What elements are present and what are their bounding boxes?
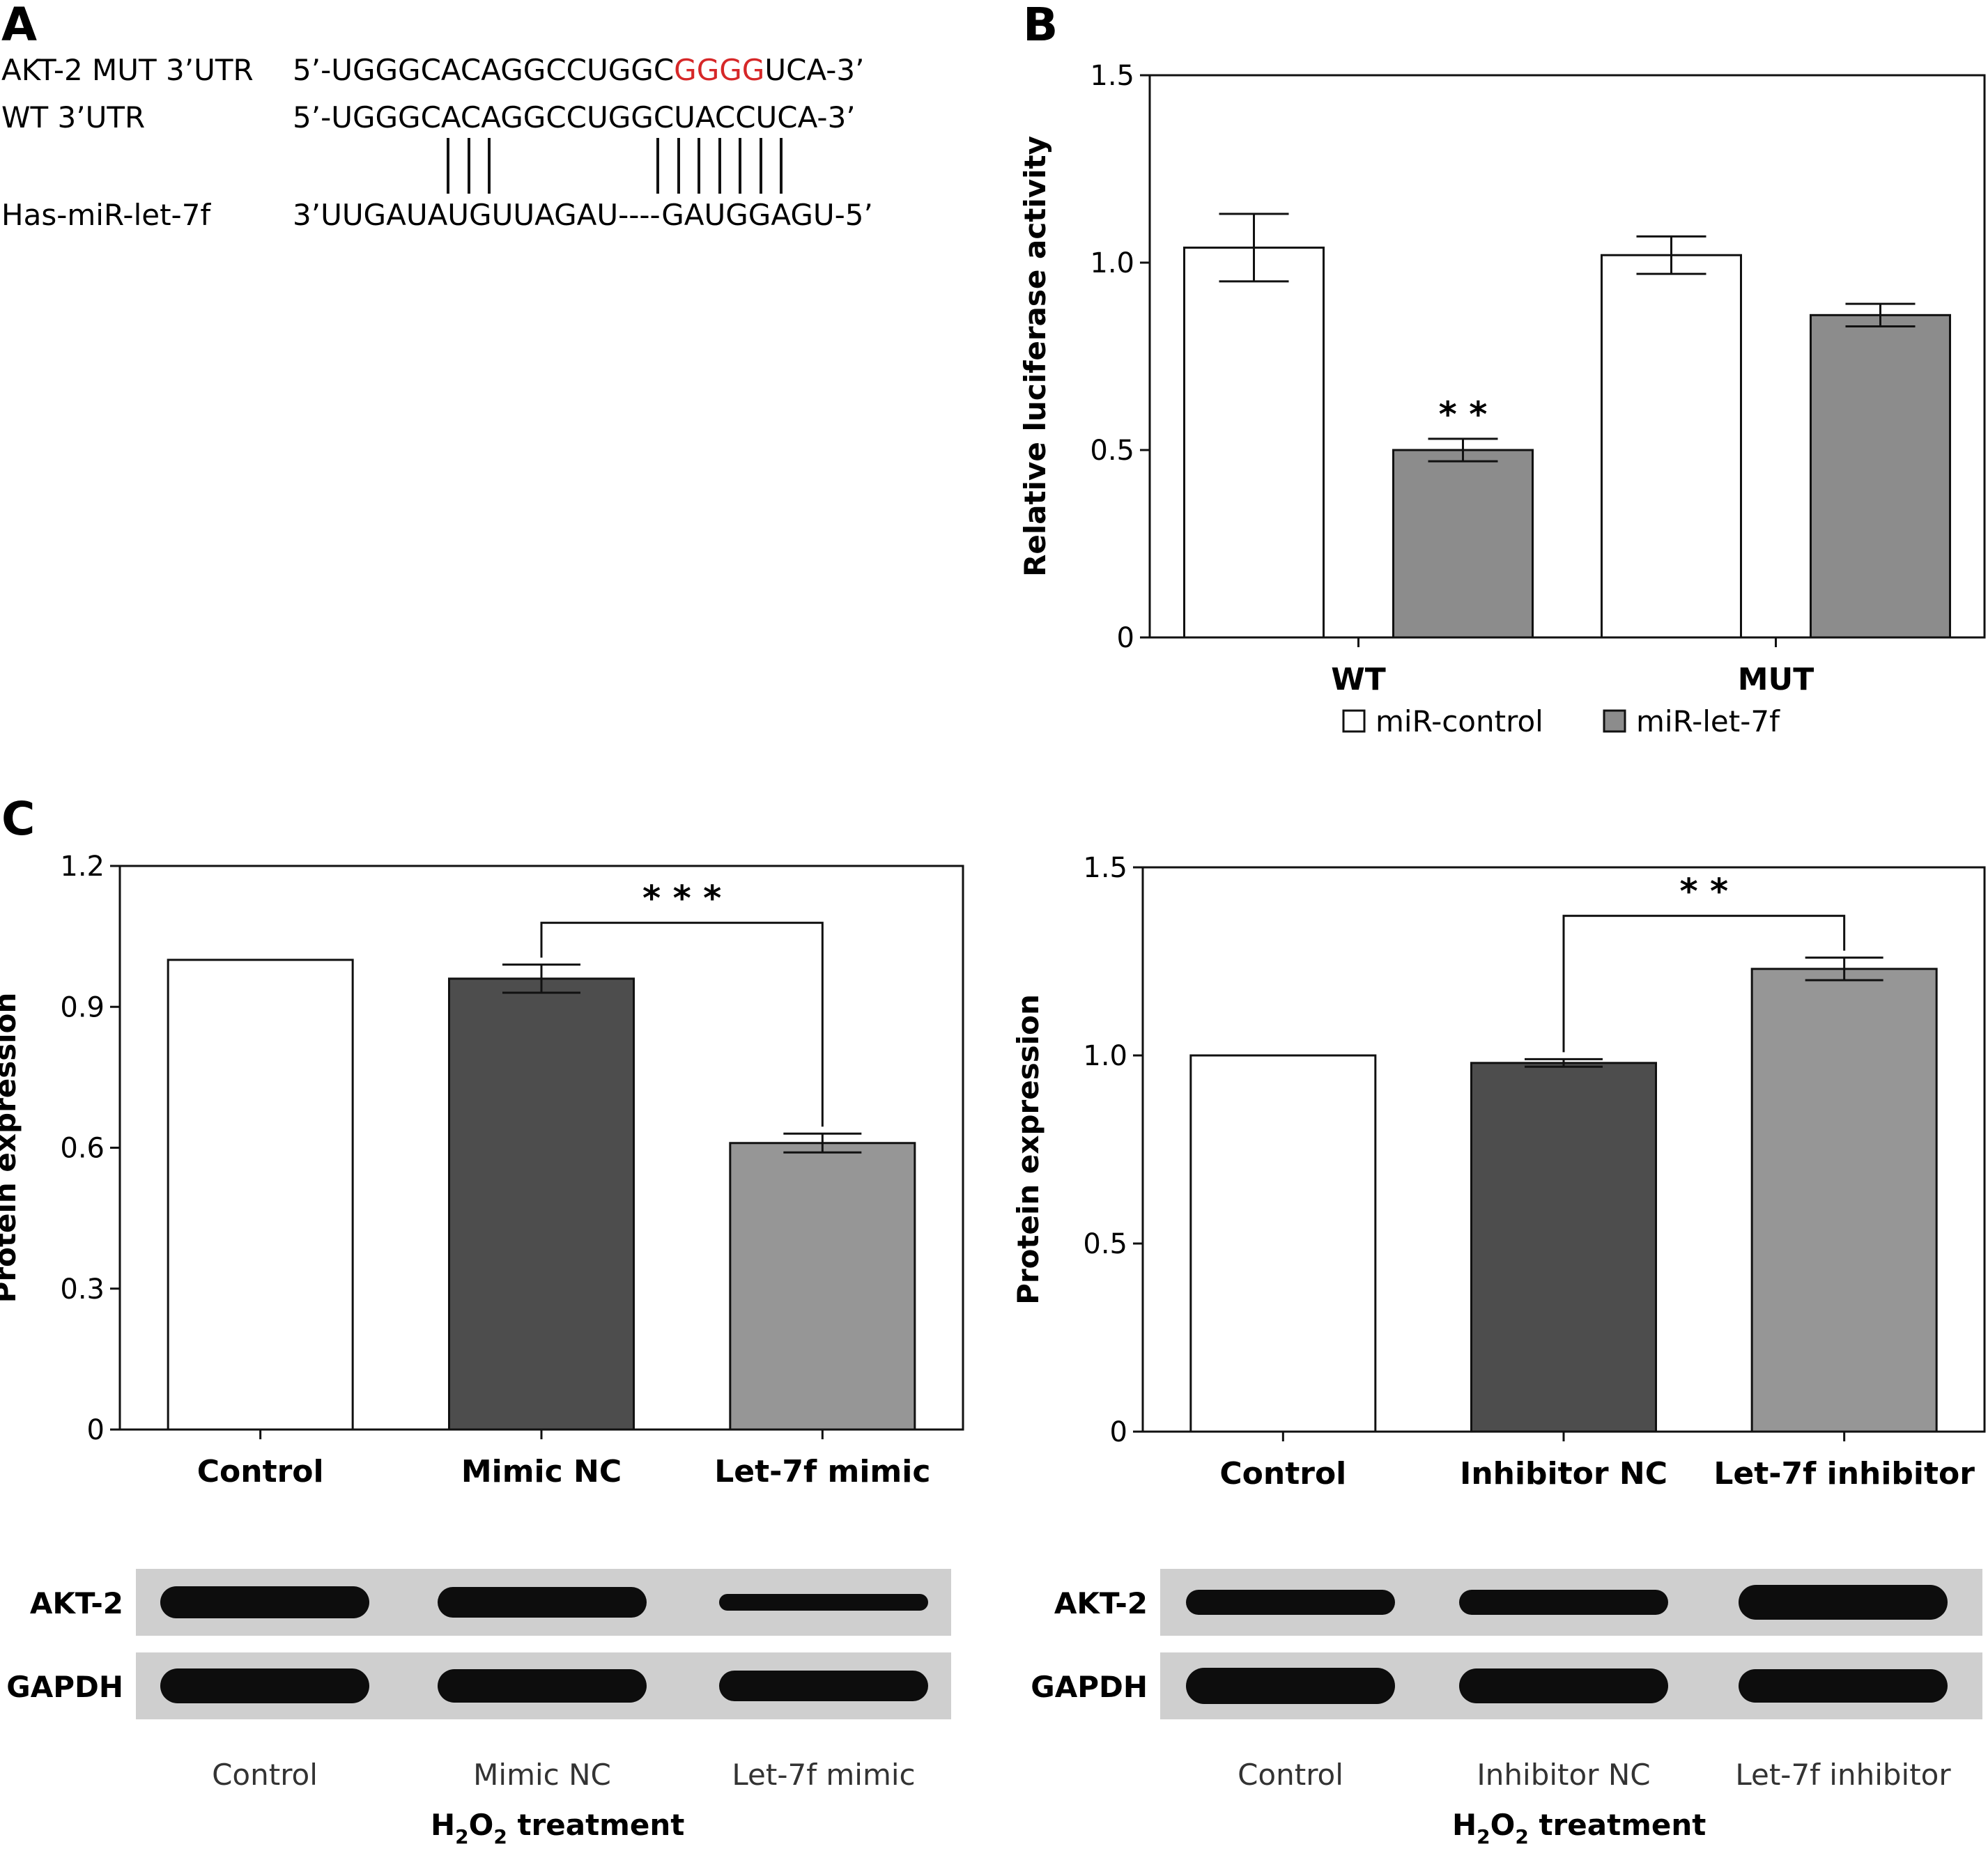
seq-mut: 5’-UGGGCACAGGCCUGGCGGGGUCA-3’ bbox=[293, 53, 864, 87]
chart-b-legend-label-0: miR-control bbox=[1376, 704, 1543, 738]
blot-right-band bbox=[1186, 1668, 1395, 1704]
chart-b-significance-stars: * * bbox=[1439, 394, 1488, 435]
blot-left-treatment-part: O bbox=[469, 1808, 494, 1842]
chart-c-left-bar-0 bbox=[167, 959, 354, 1431]
chart-b-bar-wt-0 bbox=[1183, 246, 1325, 639]
seq-wt: 5’-UGGGCACAGGCCUGGCUACCUCA-3’ bbox=[293, 100, 856, 134]
blot-left-treatment-part: 2 bbox=[455, 1825, 468, 1848]
chart-c-right-bar-2 bbox=[1750, 968, 1938, 1433]
blot-right-treatment-part: H bbox=[1452, 1808, 1477, 1842]
blot-right-treatment-part: O bbox=[1490, 1808, 1516, 1842]
chart-c-right-significance-bracket bbox=[1562, 915, 1846, 1053]
chart-b-legend-label-1: miR-let-7f bbox=[1636, 704, 1780, 738]
chart-b-luciferase: 0 0.5 1.0 1.5 Relative luciferase activity WT… bbox=[1018, 60, 1986, 738]
blot-right-lane-label: Control bbox=[1238, 1758, 1343, 1792]
chart-c-right-y-tick-label: 1.5 bbox=[1083, 852, 1127, 884]
chart-b-y-tick-label: 1.0 bbox=[1090, 247, 1134, 279]
chart-c-left-y-tick-label: 1.2 bbox=[60, 851, 105, 883]
seq-mirna: 3’UUGAUAUGUUAGAU----GAUGGAGU-5’ bbox=[293, 198, 873, 232]
base-pairing-lines bbox=[447, 138, 783, 194]
blot-left-band bbox=[438, 1587, 647, 1618]
blot-right-row-label: GAPDH bbox=[1031, 1670, 1148, 1704]
chart-c-left-bar-2 bbox=[729, 1142, 916, 1431]
seq-mut-mutation: GGGG bbox=[674, 53, 764, 87]
blot-right-band bbox=[1739, 1585, 1948, 1620]
chart-c-right-significance-stars: * * bbox=[1679, 872, 1728, 912]
blot-right-band bbox=[1459, 1590, 1668, 1615]
seq-mut-suffix: UCA-3’ bbox=[764, 53, 864, 87]
chart-c-right-x-tick-label: Let-7f inhibitor bbox=[1713, 1456, 1975, 1492]
seq-mut-prefix: 5’-UGGGCACAGGCCUGGC bbox=[293, 53, 674, 87]
panel-letter-b: B bbox=[1023, 0, 1058, 52]
chart-c-right-inhibitor: 0 0.5 1.0 1.5 Protein expression Control Inhib… bbox=[1011, 852, 1986, 1492]
chart-c-left-significance-stars: * * * bbox=[642, 878, 721, 919]
chart-b-y-tick-label: 0.5 bbox=[1090, 435, 1134, 467]
blot-left-row-label: GAPDH bbox=[6, 1670, 123, 1704]
panel-a-sequences: AKT-2 MUT 3’UTR 5’-UGGGCACAGGCCUGGCGGGGU… bbox=[1, 53, 873, 232]
blot-right-lane-label: Inhibitor NC bbox=[1477, 1758, 1650, 1792]
blot-right-band bbox=[1459, 1668, 1668, 1703]
chart-b-bar-mut-0 bbox=[1601, 254, 1742, 639]
blot-right-row-label: AKT-2 bbox=[1054, 1586, 1148, 1620]
chart-b-plot-frame bbox=[1148, 74, 1986, 639]
blot-left-lane-label: Control bbox=[212, 1758, 318, 1792]
blot-left-treatment-part: 2 bbox=[493, 1825, 507, 1848]
blot-left-band bbox=[719, 1671, 928, 1701]
chart-b-legend-swatch-1 bbox=[1603, 709, 1626, 733]
blot-left-row-label: AKT-2 bbox=[30, 1586, 123, 1620]
chart-c-left-y-tick-label: 0 bbox=[87, 1414, 105, 1446]
chart-c-left-x-tick-label: Mimic NC bbox=[461, 1454, 622, 1489]
panel-letter-a: A bbox=[1, 0, 37, 52]
chart-c-left-bar-1 bbox=[448, 977, 635, 1431]
blot-right-lane-label: Let-7f inhibitor bbox=[1735, 1758, 1951, 1792]
chart-b-legend-swatch-0 bbox=[1342, 709, 1366, 733]
chart-c-left-y-tick-label: 0.6 bbox=[60, 1133, 105, 1165]
chart-c-left-y-tick-label: 0.3 bbox=[60, 1273, 105, 1306]
chart-c-right-bar-0 bbox=[1189, 1054, 1377, 1433]
blot-left-lane-label: Let-7f mimic bbox=[732, 1758, 915, 1792]
seq-label-wt: WT 3’UTR bbox=[1, 100, 145, 134]
chart-c-left-mimic: 0 0.3 0.6 0.9 1.2 Protein expression Control Mi… bbox=[0, 851, 964, 1489]
chart-c-left-x-tick-label: Control bbox=[197, 1454, 324, 1489]
chart-c-left-significance-bracket bbox=[540, 922, 824, 1127]
blot-left-treatment-part: H bbox=[431, 1808, 455, 1842]
blot-right-treatment-part: 2 bbox=[1477, 1825, 1490, 1848]
blot-left-band bbox=[160, 1668, 369, 1703]
blot-left-lane-label: Mimic NC bbox=[473, 1758, 611, 1792]
blot-left-band bbox=[719, 1594, 928, 1611]
chart-b-bar-mut-1 bbox=[1810, 313, 1951, 639]
chart-c-right-x-tick-label: Control bbox=[1219, 1456, 1346, 1492]
chart-c-right-bar-1 bbox=[1470, 1062, 1657, 1433]
chart-c-right-y-tick-label: 0 bbox=[1110, 1416, 1127, 1448]
chart-b-y-tick-label: 1.5 bbox=[1090, 60, 1134, 92]
blot-right-treatment-part: 2 bbox=[1515, 1825, 1528, 1848]
chart-b-y-tick-label: 0 bbox=[1117, 622, 1134, 654]
western-blot-right: AKT-2 GAPDH Control Inhibitor NC Let-7f inhi… bbox=[1031, 1569, 1982, 1848]
blot-right-treatment-label: H2O2 treatment bbox=[1452, 1808, 1706, 1848]
blot-left-treatment-part: treatment bbox=[507, 1808, 685, 1842]
blot-left-treatment-label: H2O2 treatment bbox=[431, 1808, 684, 1848]
chart-c-left-y-axis-label: Protein expression bbox=[0, 993, 22, 1303]
blot-right-treatment-part: treatment bbox=[1529, 1808, 1706, 1842]
blot-right-band bbox=[1186, 1590, 1395, 1615]
chart-c-left-y-tick-label: 0.9 bbox=[60, 991, 105, 1023]
blot-left-band bbox=[438, 1669, 647, 1703]
blot-right-band bbox=[1739, 1669, 1948, 1703]
seq-label-mirna: Has-miR-let-7f bbox=[1, 198, 211, 232]
chart-c-right-y-tick-label: 0.5 bbox=[1083, 1228, 1127, 1260]
chart-c-right-x-tick-label: Inhibitor NC bbox=[1460, 1456, 1667, 1492]
chart-c-left-x-tick-label: Let-7f mimic bbox=[714, 1454, 930, 1489]
chart-c-right-y-axis-label: Protein expression bbox=[1011, 994, 1045, 1305]
chart-c-right-y-tick-label: 1.0 bbox=[1083, 1040, 1127, 1072]
blot-left-band bbox=[160, 1586, 369, 1618]
chart-b-x-tick-label: MUT bbox=[1738, 662, 1814, 697]
chart-b-y-axis-label: Relative luciferase activity bbox=[1018, 136, 1052, 577]
seq-label-mut: AKT-2 MUT 3’UTR bbox=[1, 53, 254, 87]
chart-b-bar-wt-1 bbox=[1392, 449, 1534, 639]
chart-b-x-tick-label: WT bbox=[1331, 662, 1386, 697]
panel-letter-c: C bbox=[1, 792, 35, 846]
